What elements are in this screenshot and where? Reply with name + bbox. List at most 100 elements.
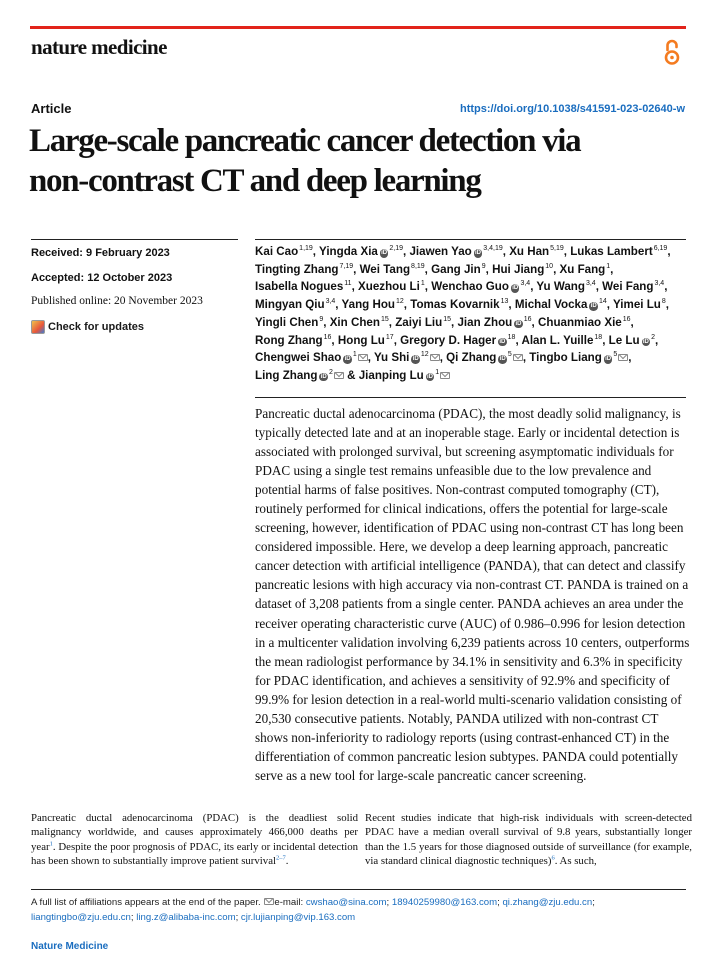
author-name[interactable]: Rong Zhang	[255, 333, 323, 347]
orcid-icon[interactable]: iD	[425, 372, 435, 382]
orcid-icon[interactable]: iD	[473, 249, 483, 258]
author[interactable]: Qi Zhang iD5	[446, 351, 523, 364]
email-link[interactable]: 18940259980@163.com	[391, 897, 498, 908]
author-name[interactable]: Chengwei Shao	[255, 351, 342, 365]
author-name[interactable]: Alan L. Yuille	[521, 333, 594, 347]
author[interactable]: Yang Hou12	[342, 298, 404, 311]
author[interactable]: Yingli Chen9	[255, 316, 323, 329]
author-name[interactable]: Mingyan Qiu	[255, 298, 325, 312]
author[interactable]: Yu Shi iD12	[374, 351, 440, 364]
author[interactable]: Zaiyi Liu15	[395, 316, 451, 329]
author-name[interactable]: Tingting Zhang	[255, 262, 339, 276]
author[interactable]: Tingbo Liang iD5	[529, 351, 629, 365]
orcid-icon[interactable]: iD	[514, 319, 523, 329]
author[interactable]: Yu Wang3,4	[536, 280, 595, 293]
orcid-icon[interactable]: iD	[411, 355, 420, 364]
author[interactable]: Yimei Lu8	[613, 298, 666, 311]
orcid-icon[interactable]: iD	[343, 355, 352, 364]
author[interactable]: Wei Tang8,19	[360, 263, 425, 276]
author[interactable]: Yingda Xia iD2,19	[319, 245, 403, 258]
author[interactable]: Gang Jin9	[431, 263, 486, 276]
author-name[interactable]: Yu Shi	[373, 351, 410, 365]
email-link[interactable]: cwshao@sina.com	[305, 897, 387, 908]
author-name[interactable]: Xu Fang	[559, 262, 606, 276]
author[interactable]: Hui Jiang10	[492, 263, 553, 276]
author-name[interactable]: Lukas Lambert	[570, 245, 653, 258]
orcid-icon[interactable]: iD	[379, 249, 389, 258]
author[interactable]: Jian Zhou iD16	[457, 316, 531, 329]
author-name[interactable]: Michal Vocka	[514, 298, 588, 312]
author-name[interactable]: Xu Han	[509, 245, 550, 258]
email-icon[interactable]	[357, 354, 368, 362]
author-name[interactable]: Isabella Nogues	[255, 280, 344, 294]
author-name[interactable]: Tomas Kovarnik	[410, 298, 500, 312]
author-name[interactable]: Yu Wang	[536, 280, 585, 294]
author[interactable]: Kai Cao1,19	[255, 245, 313, 258]
orcid-icon[interactable]: iD	[589, 302, 598, 311]
author-name[interactable]: Wei Tang	[359, 262, 411, 276]
citation-link[interactable]: 2–7	[276, 854, 286, 862]
email-link[interactable]: liangtingbo@zju.edu.cn	[31, 911, 131, 923]
author[interactable]: Hong Lu17	[338, 334, 394, 347]
author[interactable]: Xin Chen15	[330, 316, 389, 329]
author-name[interactable]: Yingli Chen	[255, 315, 319, 329]
author-name[interactable]: Wei Fang	[602, 280, 654, 294]
author-name[interactable]: Gregory D. Hager	[400, 333, 497, 347]
email-icon[interactable]	[429, 354, 440, 362]
author-name[interactable]: Tingbo Liang	[529, 351, 602, 365]
author[interactable]: Xu Han5,19	[509, 245, 564, 258]
email-icon[interactable]	[333, 371, 344, 379]
author[interactable]: Alan L. Yuille18	[521, 334, 602, 347]
author-name[interactable]: Hong Lu	[337, 333, 385, 347]
author[interactable]: Lukas Lambert6,19	[570, 245, 667, 258]
author[interactable]: Wei Fang3,4	[602, 280, 664, 293]
author[interactable]: Tomas Kovarnik13	[410, 298, 508, 311]
author-name[interactable]: Yimei Lu	[612, 298, 661, 312]
author[interactable]: & Jianping Lu iD1	[347, 368, 451, 382]
author-name[interactable]: Chuanmiao Xie	[537, 315, 622, 329]
orcid-icon[interactable]: iD	[603, 355, 613, 364]
author-name[interactable]: Le Lu	[608, 333, 640, 347]
footer-journal-name[interactable]: Nature Medicine	[31, 941, 109, 952]
author-name[interactable]: Ling Zhang	[255, 368, 318, 382]
author[interactable]: Wenchao Guo iD3,4	[431, 280, 530, 293]
author-name[interactable]: Xuezhou Li	[358, 280, 420, 294]
journal-name[interactable]: nature medicine	[31, 35, 167, 59]
email-icon[interactable]	[440, 371, 451, 379]
author-name[interactable]: Hui Jiang	[492, 262, 545, 276]
author[interactable]: Ling Zhang iD2	[255, 369, 344, 382]
check-for-updates-button[interactable]: Check for updates	[31, 320, 144, 334]
author-name[interactable]: Qi Zhang	[446, 351, 497, 365]
email-link[interactable]: ling.z@alibaba-inc.com	[136, 911, 236, 923]
author-name[interactable]: Jianping Lu	[358, 368, 424, 382]
author[interactable]: Jiawen Yao iD3,4,19	[409, 245, 502, 258]
email-icon[interactable]	[512, 354, 523, 362]
author[interactable]: Michal Vocka iD14	[515, 298, 607, 311]
author-name[interactable]: Xin Chen	[329, 315, 380, 329]
author[interactable]: Xuezhou Li1	[358, 280, 425, 293]
author-name[interactable]: Gang Jin	[431, 262, 481, 276]
author-name[interactable]: Yingda Xia	[319, 245, 378, 258]
author[interactable]: Mingyan Qiu3,4	[255, 298, 335, 311]
author[interactable]: Chengwei Shao iD1	[255, 351, 368, 364]
author[interactable]: Rong Zhang16	[255, 334, 331, 347]
author-name[interactable]: Yang Hou	[341, 298, 395, 312]
orcid-icon[interactable]: iD	[498, 337, 507, 347]
author-name[interactable]: Zaiyi Liu	[395, 315, 443, 329]
author[interactable]: Tingting Zhang7,19	[255, 263, 353, 276]
citation-link[interactable]: 1	[49, 840, 53, 848]
doi-link[interactable]: https://doi.org/10.1038/s41591-023-02640…	[460, 103, 685, 115]
author-name[interactable]: Wenchao Guo	[431, 280, 509, 294]
email-link[interactable]: cjr.lujianping@vip.163.com	[240, 911, 356, 923]
orcid-icon[interactable]: iD	[641, 337, 651, 347]
author-name[interactable]: Jiawen Yao	[409, 245, 472, 258]
email-link[interactable]: qi.zhang@zju.edu.cn	[502, 897, 593, 908]
author-name[interactable]: Jian Zhou	[457, 315, 513, 329]
author[interactable]: Le Lu iD2	[609, 334, 655, 347]
author-name[interactable]: Kai Cao	[255, 245, 299, 258]
author[interactable]: Xu Fang1	[560, 263, 611, 276]
email-icon[interactable]	[618, 354, 629, 362]
author[interactable]: Chuanmiao Xie16	[538, 316, 631, 329]
author[interactable]: Isabella Nogues11	[255, 280, 352, 293]
author[interactable]: Gregory D. Hager iD18	[400, 334, 515, 347]
